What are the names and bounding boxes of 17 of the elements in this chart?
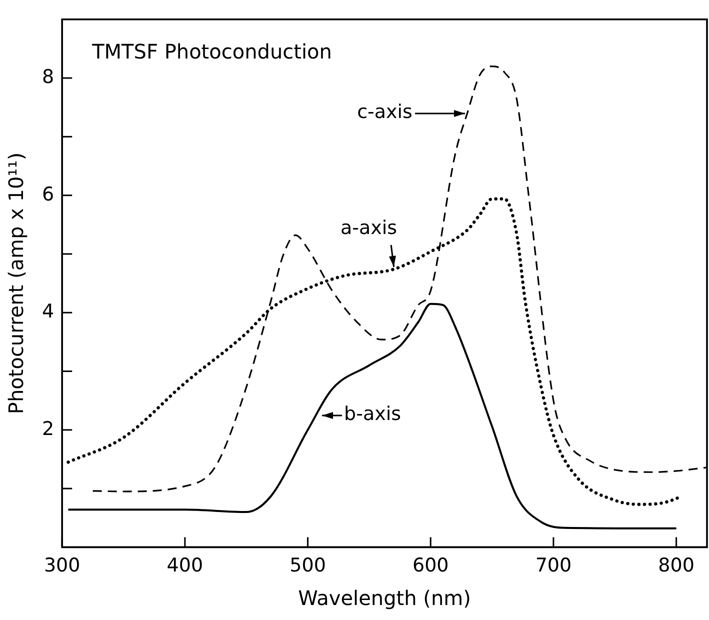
x-axis-title: Wavelength (nm) — [298, 586, 471, 610]
x-tick-label: 400 — [166, 554, 204, 577]
x-tick-label: 500 — [290, 554, 326, 577]
y-tick-label: 8 — [42, 66, 54, 88]
text: TMTSF Photoconduction — [91, 40, 332, 64]
y-axis-title: Photocurrent (amp x 10¹¹) — [4, 152, 28, 414]
y-tick-label: 4 — [42, 300, 54, 323]
x-tick-label: 800 — [658, 554, 694, 577]
x-tick-label: 600 — [412, 554, 449, 577]
annotation: a-axis — [340, 217, 398, 240]
x-tick-label: 700 — [535, 554, 572, 577]
annotation: c-axis — [357, 101, 412, 124]
line-series — [67, 302, 678, 530]
y-tick-label: 6 — [42, 183, 54, 206]
annotation: b-axis — [344, 403, 402, 426]
y-tick-label: 2 — [42, 418, 54, 440]
x-tick-label: 300 — [44, 554, 80, 577]
